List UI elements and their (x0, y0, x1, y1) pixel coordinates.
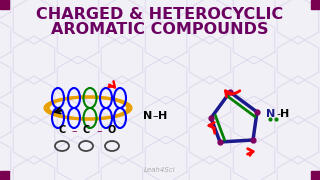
Text: N: N (266, 109, 276, 119)
Bar (0, 0, 9, 9)
Text: H: H (280, 109, 290, 119)
Text: H: H (158, 111, 168, 121)
Text: O: O (108, 125, 116, 135)
Text: –: – (71, 126, 77, 136)
Text: -: - (276, 109, 280, 119)
Bar (311, 171, 320, 180)
Text: CHARGED & HETEROCYCLIC: CHARGED & HETEROCYCLIC (36, 6, 284, 21)
Bar (0, 171, 9, 180)
Bar (311, 0, 320, 9)
Text: –: – (152, 111, 158, 121)
Text: AROMATIC COMPOUNDS: AROMATIC COMPOUNDS (51, 21, 269, 37)
Text: N: N (143, 111, 153, 121)
Text: C: C (82, 125, 90, 135)
Text: Leah4Sci: Leah4Sci (144, 167, 176, 173)
Text: C: C (58, 125, 66, 135)
Text: –: – (96, 126, 102, 136)
